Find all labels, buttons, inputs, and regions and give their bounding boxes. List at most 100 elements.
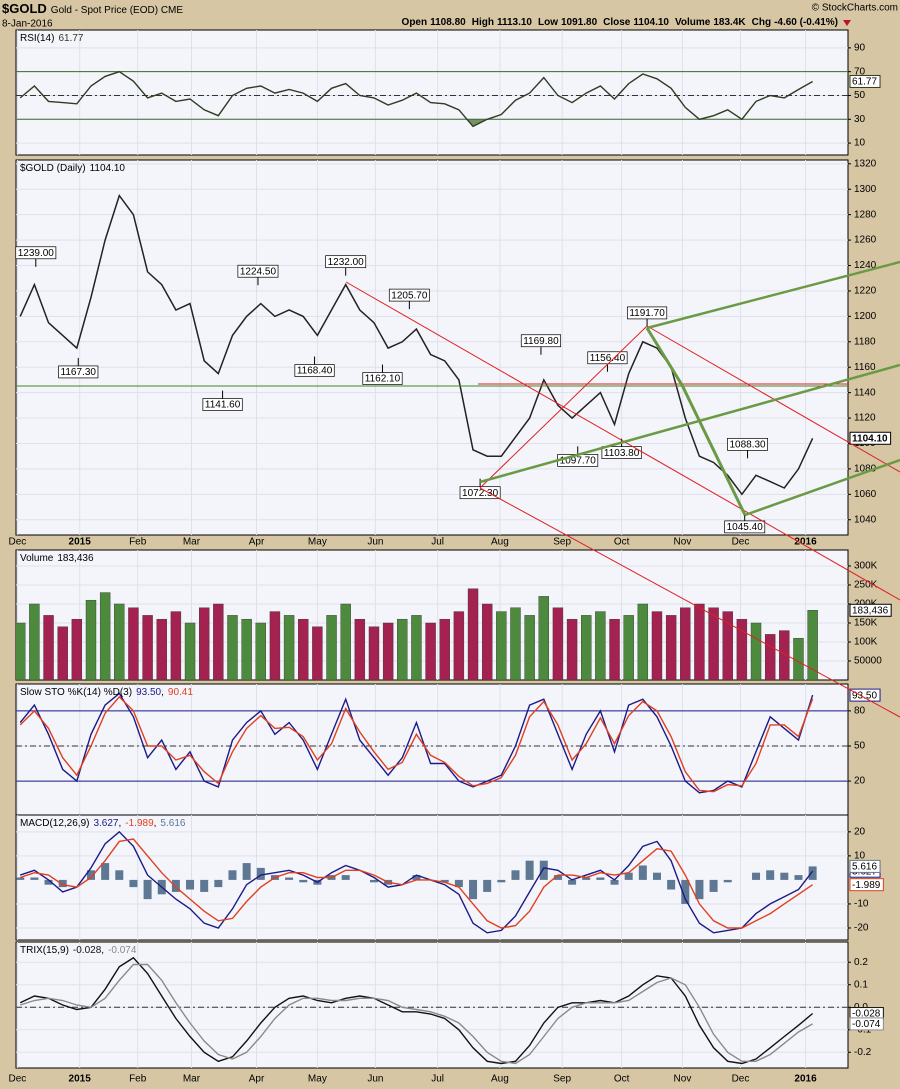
y-tick-label: 250K xyxy=(854,580,878,591)
volume-bar xyxy=(397,618,408,680)
panel xyxy=(15,29,849,156)
annotation-box xyxy=(727,437,768,451)
quote: Open 1108.80 High 1113.10 Low 1091.80 Close 110… xyxy=(402,17,838,28)
x-tick-label: 2016 xyxy=(794,1074,817,1085)
histogram-bar xyxy=(186,879,195,890)
histogram-bar xyxy=(808,866,817,880)
x-tick-label: 2015 xyxy=(69,1074,92,1085)
y-tick-label: 10 xyxy=(854,138,866,149)
volume-bar xyxy=(198,607,210,680)
volume-bar xyxy=(609,618,620,680)
annotation-label: 1205.70 xyxy=(391,290,428,301)
x-tick-label: Oct xyxy=(614,537,630,548)
trendlines xyxy=(16,260,900,718)
quote-name: Low xyxy=(538,17,558,28)
badge-label: -0.028 xyxy=(852,1009,881,1020)
volume-bar xyxy=(750,622,762,680)
title-value: -0.028 xyxy=(73,945,102,956)
volume-bar xyxy=(425,622,436,680)
volume-bar xyxy=(722,611,733,680)
panel xyxy=(15,814,849,941)
x-tick-label: Jul xyxy=(431,537,444,548)
value-badge xyxy=(849,1017,884,1031)
y-tick-label: 20 xyxy=(854,826,866,837)
value-badge xyxy=(849,688,881,702)
quote-value: 1091.80 xyxy=(561,17,598,28)
histogram-bar xyxy=(101,863,110,880)
x-tick-label: Feb xyxy=(129,1074,147,1085)
annotation-box xyxy=(627,306,668,320)
x-tick-label: Jun xyxy=(367,537,383,548)
symbol: $GOLD xyxy=(2,1,47,16)
y-tick-label: 1040 xyxy=(854,514,877,525)
volume-bar xyxy=(439,618,450,680)
volume-bar xyxy=(694,603,705,680)
histogram-bar xyxy=(341,875,350,880)
histogram-bar xyxy=(44,879,53,885)
volume-bar xyxy=(708,607,719,680)
histogram-bar xyxy=(511,870,520,880)
panel-title: Slow STO %K(14) %D(3) 93.50, 90.41 xyxy=(20,687,193,698)
panel-title: $GOLD (Daily) 1104.10 xyxy=(20,163,125,174)
date: 8-Jan-2016 xyxy=(2,19,53,30)
annotation-label: 1045.40 xyxy=(727,522,764,533)
quote-value: -4.60 (-0.41%) xyxy=(774,17,838,28)
quote-name: Volume xyxy=(675,17,711,28)
histogram-bar xyxy=(709,879,718,892)
volume-bar xyxy=(312,626,323,680)
histogram-bar xyxy=(299,879,308,883)
series-line xyxy=(19,193,814,496)
trendline xyxy=(646,260,900,330)
title-text: TRIX(15,9) xyxy=(20,945,69,956)
y-tick-label: 1180 xyxy=(854,336,876,347)
quote-value: 183.4K xyxy=(713,17,746,28)
series-line xyxy=(19,695,814,793)
volume-bar xyxy=(481,603,493,680)
histogram-bar xyxy=(596,877,605,880)
y-tick-label: 0.2 xyxy=(854,957,868,968)
histogram-bar xyxy=(242,863,251,880)
annotation-label: 1167.30 xyxy=(61,367,97,378)
title-text: MACD(12,26,9) xyxy=(20,818,89,829)
histogram-bar xyxy=(483,879,492,892)
badge-label: -1.989 xyxy=(852,880,881,891)
series-line xyxy=(19,956,814,1065)
volume-bar xyxy=(43,615,54,680)
histogram-bar xyxy=(681,879,690,904)
volume-bar xyxy=(524,615,535,680)
y-tick-label: -20 xyxy=(854,923,869,934)
volume-bar xyxy=(411,615,422,680)
y-tick-label: 30 xyxy=(854,114,866,125)
y-tick-label: 70 xyxy=(854,66,866,77)
y-tick-label: 0.1 xyxy=(854,979,868,990)
y-tick-label: 90 xyxy=(854,42,866,53)
y-tick-label: -0.2 xyxy=(854,1047,872,1058)
histogram-bar xyxy=(228,870,237,880)
quote-name: Chg xyxy=(752,17,771,28)
histogram-bar xyxy=(129,879,138,888)
volume-bar xyxy=(453,611,465,680)
x-tick-label: Feb xyxy=(129,537,147,548)
volume-bar xyxy=(581,615,592,680)
annotation-label: 1232.00 xyxy=(328,257,365,268)
volume-bar xyxy=(99,592,111,680)
histogram-bar xyxy=(582,877,591,880)
volume-bar xyxy=(779,630,790,680)
series-line xyxy=(19,838,813,929)
x-tick-label: Dec xyxy=(732,537,750,548)
y-tick-label: 1260 xyxy=(854,235,877,246)
value-badge xyxy=(849,74,881,88)
title-value: 3.627 xyxy=(93,818,118,829)
quote-value: 1113.10 xyxy=(497,17,532,28)
volume-bar xyxy=(467,588,479,680)
histogram-bar xyxy=(766,870,775,880)
histogram-bar xyxy=(497,879,506,883)
volume-bar xyxy=(538,596,549,680)
x-tick-label: Nov xyxy=(674,1074,692,1085)
volume-bar xyxy=(793,637,804,680)
title-text: $GOLD (Daily) xyxy=(20,163,86,174)
histogram-bar xyxy=(454,879,463,888)
quote-name: High xyxy=(472,17,494,28)
trendline xyxy=(479,487,900,718)
volume-bar xyxy=(651,611,663,680)
